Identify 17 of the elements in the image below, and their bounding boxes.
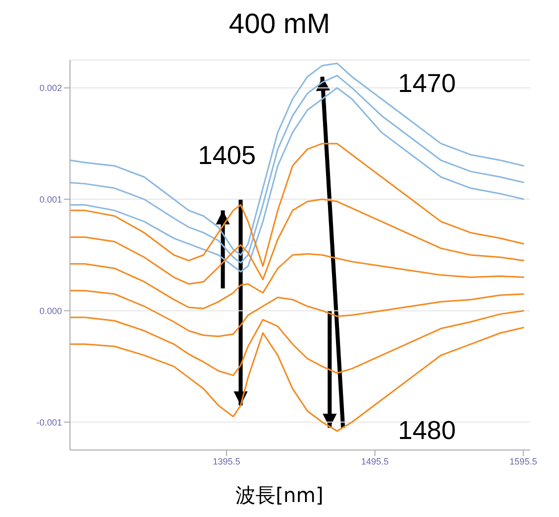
chart-title: 400 mM bbox=[228, 8, 332, 40]
line-series bbox=[70, 290, 525, 338]
y-tick-label: 0.001 bbox=[39, 194, 62, 204]
y-tick-label: -0.001 bbox=[36, 417, 62, 428]
y-tick-label: 0.000 bbox=[39, 306, 62, 316]
y-tick-label: 0.002 bbox=[39, 83, 62, 94]
line-series bbox=[70, 253, 525, 310]
annotation: 1480 bbox=[398, 415, 456, 446]
line-series bbox=[70, 310, 525, 376]
x-tick-label: 1495.5 bbox=[361, 456, 389, 466]
x-tick-label: 1595.5 bbox=[510, 456, 538, 466]
line-series bbox=[70, 142, 525, 267]
x-axis-title: 波長[nm] bbox=[234, 482, 324, 509]
annotation: 1470 bbox=[398, 68, 456, 99]
x-tick-label: 1395.5 bbox=[212, 456, 240, 466]
annotation: 1405 bbox=[198, 140, 256, 171]
line-series bbox=[70, 198, 525, 285]
